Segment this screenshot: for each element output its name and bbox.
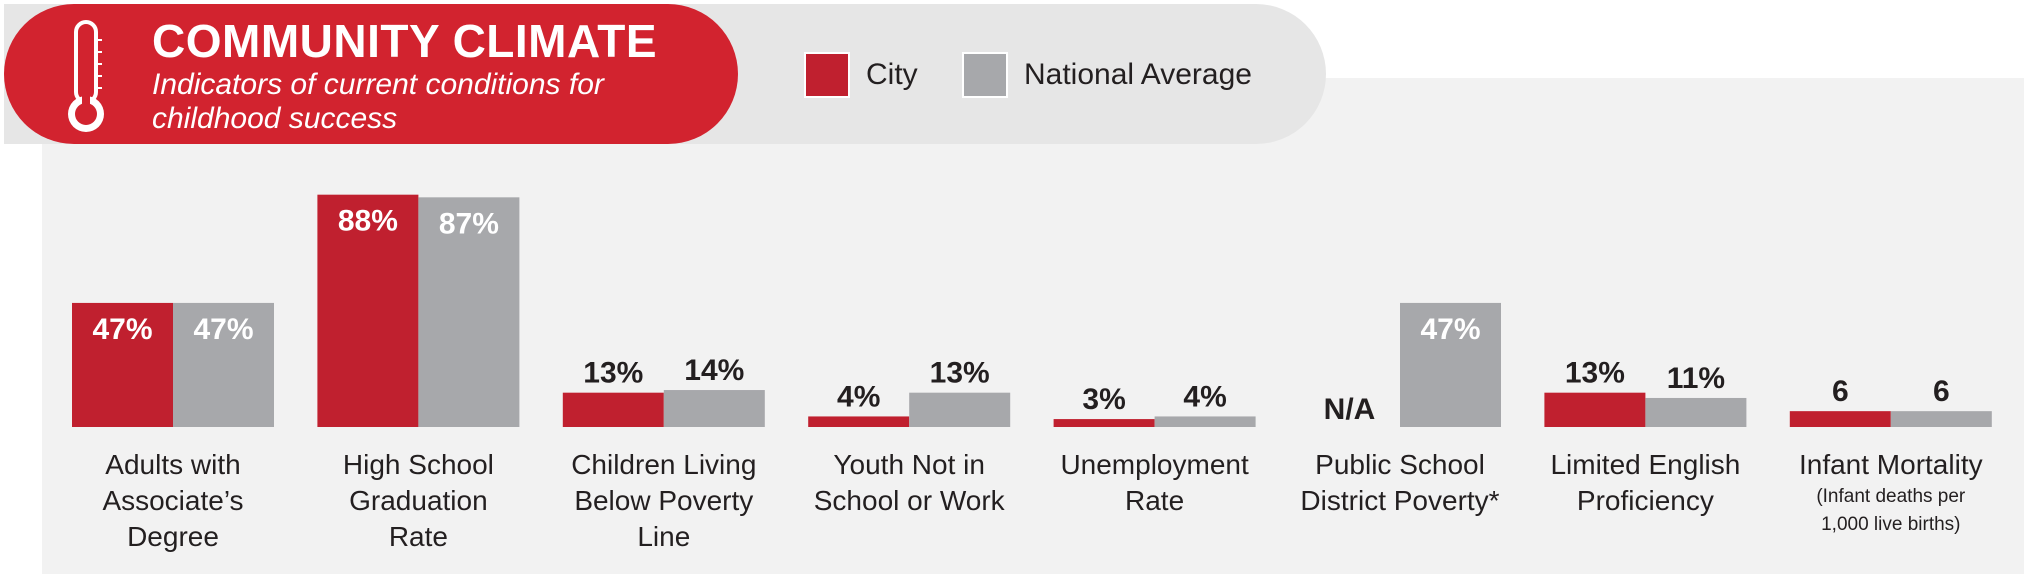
- category-note: (Infant deaths per: [1816, 486, 1966, 507]
- page-subtitle: Indicators of current conditions for chi…: [152, 68, 604, 135]
- category-label: District Poverty*: [1300, 485, 1499, 516]
- thermometer-icon: [68, 20, 104, 132]
- category-label: Line: [637, 521, 690, 552]
- bar-national: [1645, 397, 1747, 427]
- legend-label-national: National Average: [1024, 58, 1252, 91]
- bar-city: [317, 194, 419, 427]
- data-label-national: 47%: [1420, 313, 1480, 346]
- category-label: Limited English: [1550, 449, 1740, 480]
- data-label-city: 3%: [1082, 383, 1125, 416]
- category-label: High School: [343, 449, 494, 480]
- legend-swatch-national: [962, 52, 1008, 98]
- bar-national: [418, 197, 520, 427]
- category-note: 1,000 live births): [1821, 514, 1960, 535]
- category-label: Rate: [1125, 485, 1184, 516]
- data-label-national: 6: [1933, 375, 1950, 408]
- data-label-city: 6: [1832, 375, 1849, 408]
- legend-item-city: City: [804, 52, 918, 98]
- bar-national: [1154, 416, 1256, 427]
- category-label: Rate: [389, 521, 448, 552]
- bar-national: [1890, 411, 1992, 427]
- header-banner: COMMUNITY CLIMATE Indicators of current …: [4, 4, 738, 144]
- bar-city: [72, 302, 173, 427]
- data-label-national: 13%: [930, 357, 990, 390]
- category-label: Proficiency: [1577, 485, 1714, 516]
- legend-item-national: National Average: [962, 52, 1252, 98]
- category-label: Graduation: [349, 485, 488, 516]
- data-label-national: 4%: [1183, 380, 1226, 413]
- bar-national: [1400, 302, 1501, 427]
- data-label-city: N/A: [1324, 393, 1376, 426]
- data-label-national: 87%: [439, 207, 499, 240]
- category-label: Infant Mortality: [1799, 449, 1983, 480]
- category-label: Unemployment: [1060, 449, 1249, 480]
- data-label-national: 47%: [193, 313, 253, 346]
- bar-city: [1789, 411, 1891, 427]
- bar-city: [1544, 392, 1646, 427]
- data-label-city: 4%: [837, 380, 880, 413]
- category-label: Degree: [127, 521, 219, 552]
- category-label: School or Work: [814, 485, 1006, 516]
- bar-city: [562, 392, 664, 427]
- data-label-city: 47%: [92, 313, 152, 346]
- data-label-city: 88%: [338, 205, 398, 238]
- category-label: Public School: [1315, 449, 1485, 480]
- page-title: COMMUNITY CLIMATE: [152, 15, 658, 67]
- category-label: Associate’s: [102, 485, 243, 516]
- category-label: Youth Not in: [833, 449, 985, 480]
- category-label: Children Living: [571, 449, 756, 480]
- data-label-city: 13%: [583, 357, 643, 390]
- data-label-national: 11%: [1667, 362, 1725, 395]
- bar-national: [173, 302, 274, 427]
- bar-city: [1053, 419, 1155, 427]
- category-label: Adults with: [105, 449, 240, 480]
- legend-label-city: City: [866, 58, 918, 91]
- bar-city: [808, 416, 910, 427]
- legend-swatch-city: [804, 52, 850, 98]
- bar-national: [663, 390, 765, 427]
- category-label: Below Poverty: [574, 485, 753, 516]
- data-label-national: 14%: [684, 354, 744, 387]
- data-label-city: 13%: [1565, 357, 1625, 390]
- bar-national: [909, 392, 1011, 427]
